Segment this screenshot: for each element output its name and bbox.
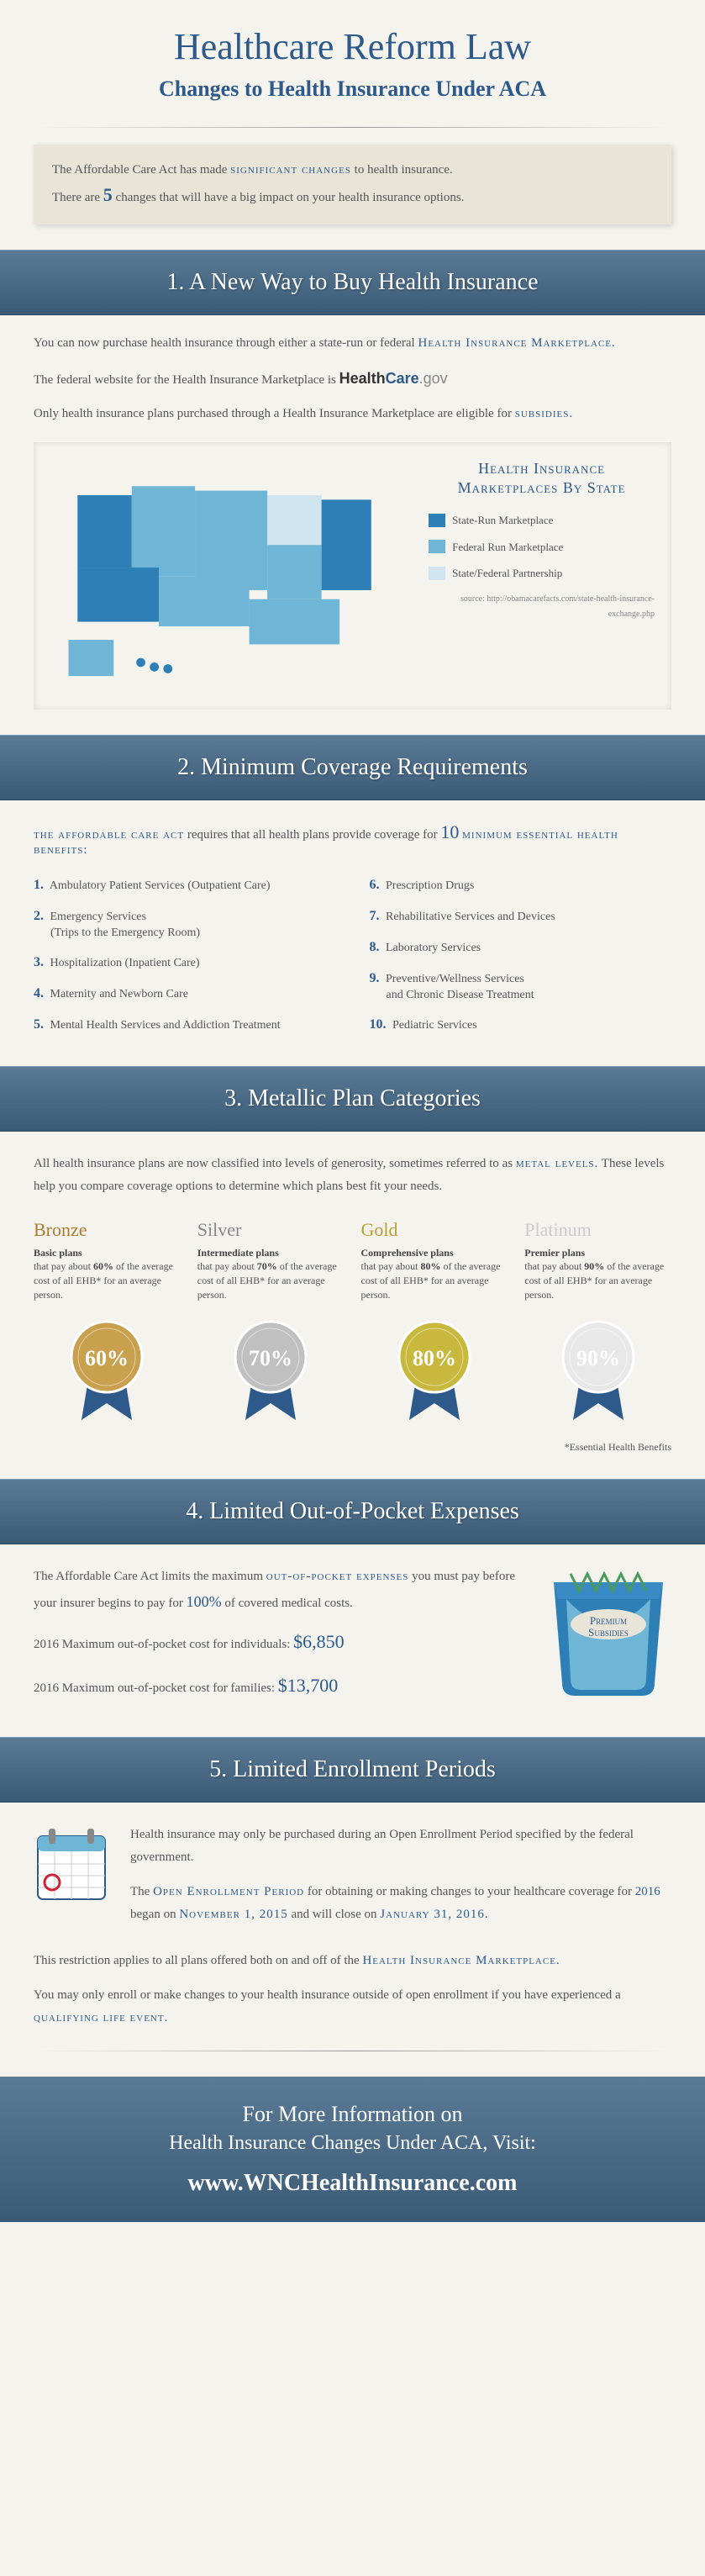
- footer: For More Information on Health Insurance…: [0, 2077, 705, 2222]
- plan-card: Gold Comprehensive plansthat pay about 8…: [361, 1219, 508, 1424]
- legend-swatch: [429, 540, 445, 553]
- svg-text:60%: 60%: [85, 1346, 129, 1370]
- ehb-footnote: *Essential Health Benefits: [34, 1441, 671, 1454]
- plan-badge-icon: 70%: [224, 1315, 317, 1424]
- map-legend-title: Health Insurance Marketplaces By State: [429, 459, 655, 499]
- legend-swatch: [429, 514, 445, 527]
- section-3-header: 3. Metallic Plan Categories: [0, 1066, 705, 1132]
- plan-card: Platinum Premier plansthat pay about 90%…: [524, 1219, 671, 1424]
- benefits-intro: the affordable care act requires that al…: [34, 821, 671, 858]
- healthcare-gov-logo: HealthCare.gov: [339, 370, 448, 387]
- calendar-icon: [34, 1824, 109, 1916]
- section-2-header: 2. Minimum Coverage Requirements: [0, 735, 705, 800]
- enroll-block: Health insurance may only be purchased d…: [34, 1824, 671, 2030]
- pocket-icon: Premium Subsidies: [545, 1565, 671, 1713]
- legend-label: State-Run Marketplace: [452, 510, 553, 530]
- legend-item: State/Federal Partnership: [429, 563, 655, 583]
- benefit-item: 6. Prescription Drugs: [370, 870, 672, 901]
- legend-item: State-Run Marketplace: [429, 510, 655, 530]
- svg-text:Subsidies: Subsidies: [588, 1626, 629, 1639]
- section-1-header: 1. A New Way to Buy Health Insurance: [0, 250, 705, 315]
- section-1-content: You can now purchase health insurance th…: [34, 332, 671, 710]
- plan-desc: Comprehensive plansthat pay about 80% of…: [361, 1246, 508, 1302]
- benefit-item: 4. Maternity and Newborn Care: [34, 979, 336, 1010]
- benefit-item: 1. Ambulatory Patient Services (Outpatie…: [34, 870, 336, 901]
- plan-card: Silver Intermediate plansthat pay about …: [197, 1219, 345, 1424]
- benefit-item: 7. Rehabilitative Services and Devices: [370, 901, 672, 932]
- divider: [34, 127, 671, 128]
- footer-url: www.WNCHealthInsurance.com: [0, 2170, 705, 2197]
- benefit-item: 8. Laboratory Services: [370, 932, 672, 963]
- main-title: Healthcare Reform Law: [0, 25, 705, 68]
- svg-text:80%: 80%: [413, 1346, 456, 1370]
- plans-intro: All health insurance plans are now class…: [34, 1153, 671, 1198]
- benefits-list: 1. Ambulatory Patient Services (Outpatie…: [34, 870, 671, 1040]
- legend-swatch: [429, 567, 445, 580]
- section-4-header: 4. Limited Out-of-Pocket Expenses: [0, 1479, 705, 1544]
- map-legend: Health Insurance Marketplaces By State S…: [429, 459, 655, 694]
- benefit-item: 2. Emergency Services(Trips to the Emerg…: [34, 901, 336, 948]
- benefit-item: 10. Pediatric Services: [370, 1010, 672, 1041]
- legend-item: Federal Run Marketplace: [429, 537, 655, 557]
- us-map-box: Health Insurance Marketplaces By State S…: [34, 442, 671, 710]
- plan-name: Platinum: [524, 1219, 671, 1241]
- plan-name: Gold: [361, 1219, 508, 1241]
- plan-badge-icon: 60%: [61, 1315, 153, 1424]
- plan-name: Silver: [197, 1219, 345, 1241]
- plans-row: Bronze Basic plansthat pay about 60% of …: [34, 1219, 671, 1424]
- plan-badge-icon: 80%: [388, 1315, 481, 1424]
- subtitle: Changes to Health Insurance Under ACA: [0, 77, 705, 102]
- svg-text:90%: 90%: [576, 1346, 620, 1370]
- plan-desc: Intermediate plansthat pay about 70% of …: [197, 1246, 345, 1302]
- plan-card: Bronze Basic plansthat pay about 60% of …: [34, 1219, 181, 1424]
- map-source: source: http://obamacarefacts.com/state-…: [429, 592, 655, 622]
- plan-badge-icon: 90%: [552, 1315, 644, 1424]
- plan-name: Bronze: [34, 1219, 181, 1241]
- pocket-block: The Affordable Care Act limits the maxim…: [34, 1565, 671, 1713]
- us-map-icon: [50, 459, 412, 694]
- section-5-header: 5. Limited Enrollment Periods: [0, 1737, 705, 1803]
- benefit-item: 3. Hospitalization (Inpatient Care): [34, 948, 336, 979]
- benefit-item: 9. Preventive/Wellness Servicesand Chron…: [370, 963, 672, 1010]
- infographic-container: Healthcare Reform Law Changes to Health …: [0, 0, 705, 2222]
- plan-desc: Basic plansthat pay about 60% of the ave…: [34, 1246, 181, 1302]
- svg-text:Premium: Premium: [590, 1614, 627, 1627]
- intro-box: The Affordable Care Act has made signifi…: [34, 145, 671, 224]
- svg-text:70%: 70%: [249, 1346, 292, 1370]
- benefit-item: 5. Mental Health Services and Addiction …: [34, 1010, 336, 1041]
- legend-label: Federal Run Marketplace: [452, 537, 563, 557]
- legend-label: State/Federal Partnership: [452, 563, 562, 583]
- plan-desc: Premier plansthat pay about 90% of the a…: [524, 1246, 671, 1302]
